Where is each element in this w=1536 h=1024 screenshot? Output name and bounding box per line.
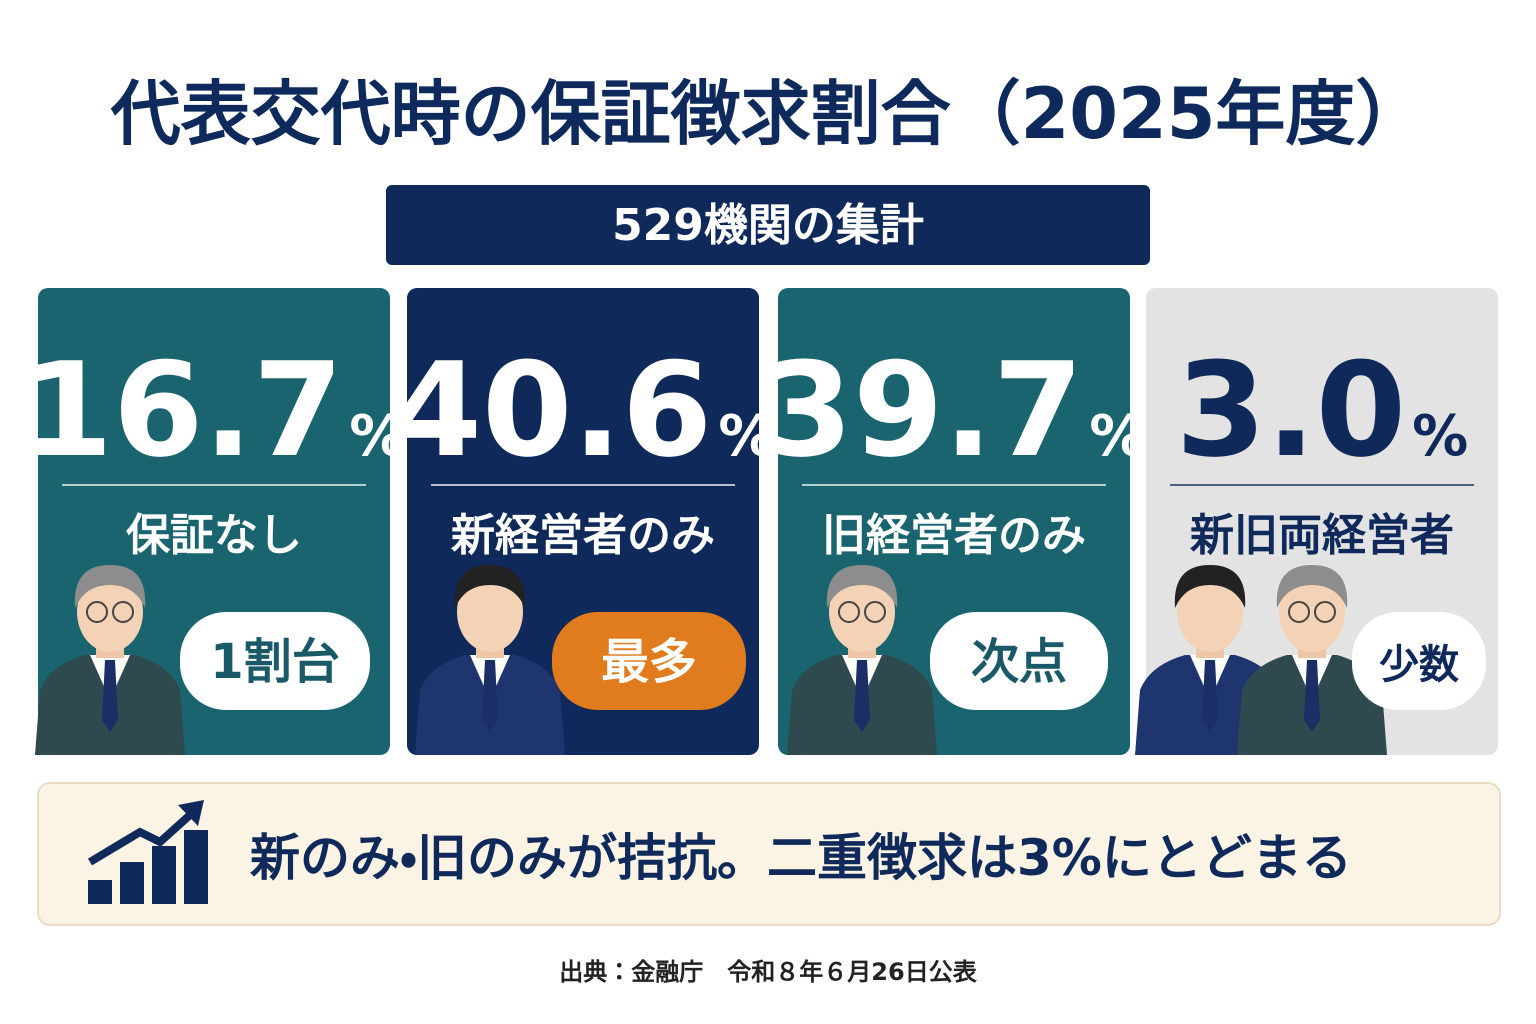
person-face	[1177, 572, 1243, 652]
person-glasses	[1314, 601, 1336, 623]
card-badge-text: 1割台	[210, 634, 339, 690]
person-tie	[1304, 660, 1320, 732]
card-label: 保証なし	[126, 510, 302, 561]
value-number: 39.7	[763, 334, 1084, 486]
person-face	[77, 572, 143, 652]
person-hair	[454, 565, 526, 608]
person-hair	[826, 565, 898, 608]
card-badge	[930, 612, 1108, 710]
person-glasses	[1288, 601, 1310, 623]
value-number: 16.7	[23, 334, 344, 486]
person-face	[457, 572, 523, 652]
subtitle-badge	[386, 185, 1150, 265]
person-tie	[1202, 660, 1218, 732]
card-label: 旧経営者のみ	[822, 510, 1086, 561]
card-badge	[1352, 612, 1486, 710]
person-tie	[102, 660, 118, 732]
person-glasses	[112, 601, 134, 623]
value-unit: %	[1089, 404, 1145, 469]
card-badge	[552, 612, 746, 710]
source: 出典：金融庁 令和８年６月26日公表	[559, 958, 977, 986]
person-glasses	[86, 601, 108, 623]
card: 16.7 % 保証なし 1割台	[23, 288, 406, 755]
title: 代表交代時の保証徴求割合（2025年度）	[110, 73, 1426, 155]
summary: 新のみ・旧のみが拮抗。二重徴求は3%にとどまる	[250, 829, 1352, 887]
value-unit: %	[718, 404, 774, 469]
person-face	[1279, 572, 1345, 652]
person-glasses	[864, 601, 886, 623]
value-unit: %	[1412, 404, 1468, 469]
card-value: 40.6%	[392, 334, 775, 486]
person-glasses	[838, 601, 860, 623]
person-tie	[482, 660, 498, 732]
card-badge-text: 少数	[1379, 642, 1459, 688]
card-label: 新旧両経営者	[1190, 510, 1454, 561]
card-value: 3.0%	[1176, 334, 1468, 486]
summary-box	[37, 782, 1501, 926]
card-label: 新経営者のみ	[451, 510, 715, 561]
card-value: 39.7%	[763, 334, 1146, 486]
card-badge	[180, 612, 370, 710]
person-hair	[74, 565, 146, 608]
person-face	[829, 572, 895, 652]
value-unit: %	[349, 404, 405, 469]
card-badge-text: 次点	[971, 634, 1067, 690]
card-badge-text: 最多	[601, 634, 697, 690]
card-value: 16.7%	[23, 334, 406, 486]
subtitle: 529機関の集計	[612, 200, 924, 251]
value-number: 3.0	[1176, 334, 1406, 486]
person-tie	[854, 660, 870, 732]
value-number: 40.6	[392, 334, 713, 486]
person-hair	[1276, 565, 1348, 608]
chart-icon	[87, 800, 208, 904]
person-hair	[1174, 565, 1246, 608]
